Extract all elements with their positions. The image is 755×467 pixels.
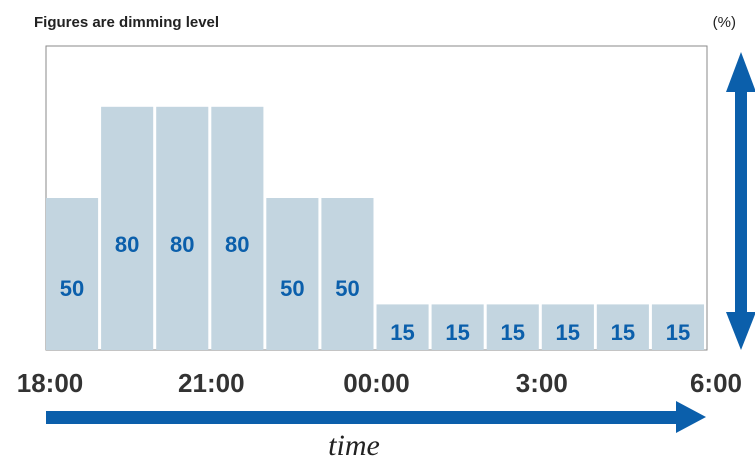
bar-value-label: 15 — [556, 320, 580, 345]
bar — [46, 198, 99, 350]
bar-value-label: 80 — [225, 232, 249, 257]
bar-value-label: 80 — [115, 232, 139, 257]
bar-value-label: 15 — [390, 320, 414, 345]
time-arrow-shaft — [46, 411, 682, 424]
bar — [101, 106, 154, 350]
bar-value-label: 15 — [500, 320, 524, 345]
bar — [211, 106, 264, 350]
bar-labels-group: 50 80 80 80 50 50 15 15 15 15 15 15 — [60, 232, 690, 345]
x-axis-label: time — [328, 429, 380, 462]
vertical-arrow-shaft — [735, 84, 747, 316]
x-tick-label: 3:00 — [516, 368, 568, 398]
x-tick-label: 6:00 — [690, 368, 742, 398]
bar-value-label: 50 — [335, 276, 359, 301]
bar — [431, 304, 484, 350]
bars-group — [46, 106, 704, 350]
arrow-down-icon — [726, 312, 755, 350]
unit-label: (%) — [713, 14, 736, 31]
x-ticks-group: 18:00 21:00 00:00 3:00 6:00 — [17, 368, 742, 398]
bar-value-label: 15 — [666, 320, 690, 345]
time-arrow — [46, 401, 706, 433]
bar — [486, 304, 539, 350]
bar — [156, 106, 209, 350]
x-tick-label: 21:00 — [178, 368, 245, 398]
bar — [266, 198, 319, 350]
bar — [321, 198, 374, 350]
bar-value-label: 15 — [611, 320, 635, 345]
arrow-up-icon — [726, 52, 755, 92]
bar-value-label: 80 — [170, 232, 194, 257]
vertical-double-arrow — [726, 52, 755, 350]
bar-value-label: 50 — [60, 276, 84, 301]
chart-title: Figures are dimming level — [34, 14, 219, 31]
x-tick-label: 00:00 — [343, 368, 410, 398]
bar-value-label: 50 — [280, 276, 304, 301]
bar — [376, 304, 429, 350]
bar — [541, 304, 594, 350]
x-tick-label: 18:00 — [17, 368, 84, 398]
arrow-right-icon — [676, 401, 706, 433]
bar — [651, 304, 704, 350]
bar — [596, 304, 649, 350]
bar-value-label: 15 — [445, 320, 469, 345]
